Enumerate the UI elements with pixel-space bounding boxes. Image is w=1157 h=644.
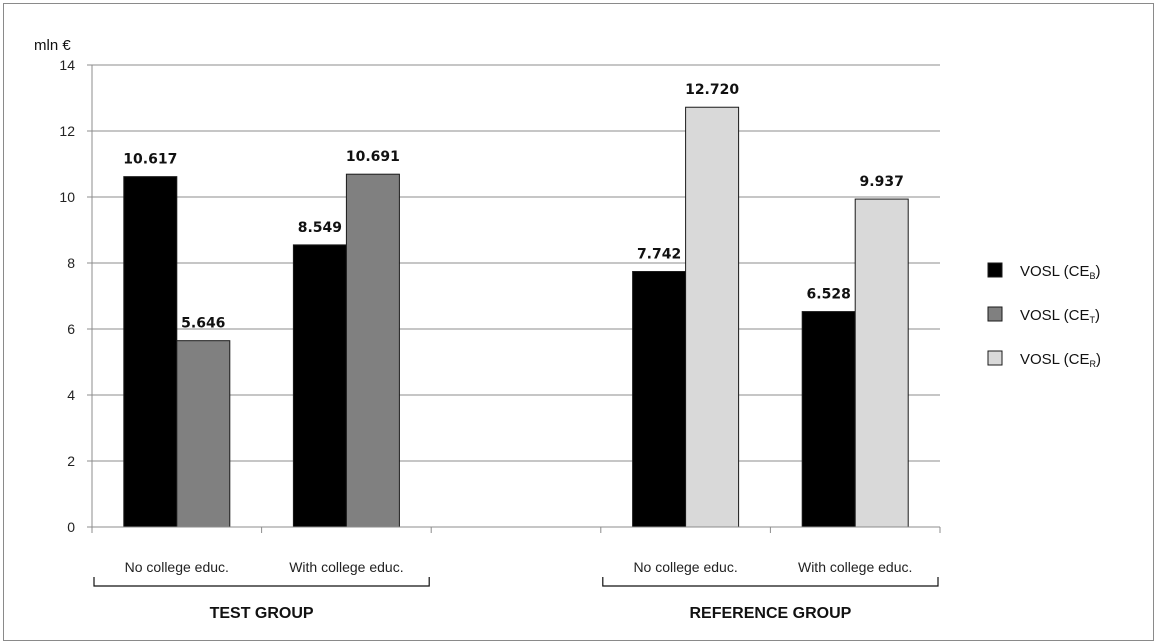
x-tick-label: With college educ. [798,559,912,575]
y-tick-label: 0 [67,519,75,535]
y-tick-label: 10 [59,189,75,205]
y-tick-label: 12 [59,123,75,139]
bars [123,106,909,528]
data-label: 7.742 [637,247,681,263]
group-label: TEST GROUP [210,605,314,622]
x-tick-label: No college educ. [125,559,229,575]
data-label: 5.646 [181,316,225,332]
bar [854,198,909,528]
bar [685,106,740,528]
group-label: REFERENCE GROUP [690,605,852,622]
data-labels: 10.617 5.646 8.549 10.691 7.742 12.720 6.528 9.… [123,82,904,331]
y-tick-label: 4 [67,387,75,403]
data-label: 10.691 [346,149,400,165]
legend: VOSL (CEB) VOSL (CET) VOSL (CER) [987,262,1101,369]
chart-frame: mln € 0 2 4 6 8 10 12 14 10.617 5.646 8.549 10.691… [3,3,1154,641]
legend-swatch [987,306,1003,322]
data-label: 6.528 [807,287,851,303]
group-bracket [602,577,939,587]
gridlines [87,64,940,528]
legend-swatch [987,262,1003,278]
axes [91,65,941,533]
bar [345,173,400,528]
y-tick-label: 14 [59,57,75,73]
group-bracket [93,577,430,587]
x-tick-label: With college educ. [289,559,403,575]
data-label: 12.720 [685,82,739,98]
bar [176,340,231,528]
legend-label: VOSL (CET) [1020,307,1100,325]
legend-label: VOSL (CER) [1020,351,1101,369]
bar [801,311,856,528]
bar [632,271,687,528]
bar [123,176,178,528]
y-tick-label: 6 [67,321,75,337]
y-tick-labels: 0 2 4 6 8 10 12 14 [59,57,75,535]
data-label: 10.617 [123,152,177,168]
y-tick-label: 8 [67,255,75,271]
y-unit-label: mln € [34,37,71,54]
y-tick-label: 2 [67,453,75,469]
bar [292,244,347,528]
x-tick-label: No college educ. [633,559,737,575]
data-label: 9.937 [860,174,904,190]
legend-label: VOSL (CEB) [1020,263,1100,281]
category-labels: No college educ. With college educ. TEST G… [93,559,939,622]
bar-chart: mln € 0 2 4 6 8 10 12 14 10.617 5.646 8.549 10.691… [34,37,1101,622]
data-label: 8.549 [298,220,342,236]
legend-swatch [987,350,1003,366]
